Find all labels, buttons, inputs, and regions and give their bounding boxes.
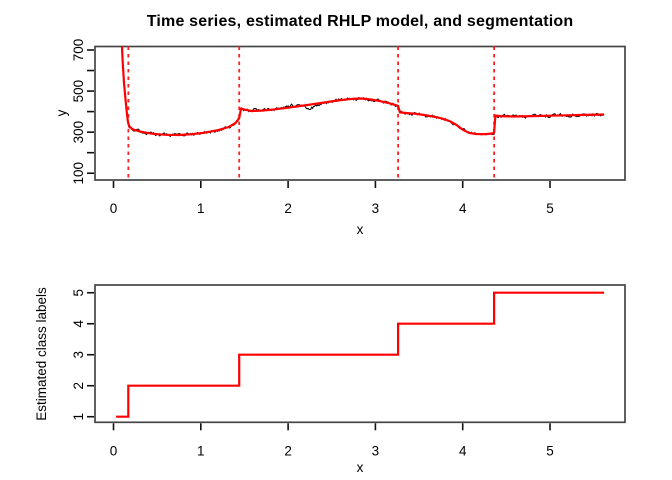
chart-title: Time series, estimated RHLP model, and s…	[146, 13, 574, 30]
class-label-step-line	[116, 291, 605, 418]
y-tick-label: 5	[71, 289, 86, 297]
y-tick-label: 300	[71, 121, 86, 144]
x-tick-label: 5	[546, 201, 554, 216]
y-tick-label: 1	[71, 413, 86, 421]
y-tick-label: 500	[71, 80, 86, 103]
top-plot	[120, 46, 605, 180]
x-tick-label: 4	[459, 443, 467, 458]
model-fit-curve	[120, 46, 605, 137]
x-tick-label: 1	[197, 201, 205, 216]
x-tick-label: 0	[110, 201, 118, 216]
y-tick-label: 4	[71, 319, 86, 327]
y-tick-label: 3	[71, 351, 86, 359]
top-x-axis-label: x	[356, 222, 364, 237]
bottom-plot-axes: 0 1 2 3 4 5 1 2 3 4 5	[71, 284, 626, 458]
x-tick-label: 4	[459, 201, 467, 216]
x-tick-label: 2	[284, 201, 292, 216]
plot-box	[94, 45, 626, 181]
x-tick-label: 3	[372, 201, 380, 216]
x-tick-label: 5	[546, 443, 554, 458]
plot-box	[94, 284, 626, 424]
y-tick-label: 2	[71, 382, 86, 390]
bottom-x-axis-label: x	[356, 460, 364, 475]
top-plot-axes: 0 1 2 3 4 5 100 300 500 700	[71, 39, 626, 216]
y-tick-label: 100	[71, 162, 86, 185]
y-tick-label: 700	[71, 39, 86, 62]
x-tick-label: 0	[110, 443, 118, 458]
x-tick-label: 1	[197, 443, 205, 458]
bottom-plot	[116, 291, 605, 418]
x-tick-label: 2	[284, 443, 292, 458]
x-tick-label: 3	[372, 443, 380, 458]
